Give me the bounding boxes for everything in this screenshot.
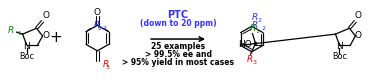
Text: > 99.5% ee and: > 99.5% ee and <box>144 50 212 59</box>
Text: O: O <box>42 11 49 20</box>
Text: Boc: Boc <box>332 52 347 61</box>
Text: R: R <box>102 60 108 69</box>
Text: O: O <box>94 8 101 17</box>
Text: PTC: PTC <box>167 10 189 20</box>
Text: R: R <box>252 13 258 22</box>
Text: N: N <box>23 42 30 51</box>
Text: R: R <box>246 55 253 64</box>
Text: R: R <box>252 21 258 30</box>
Text: O: O <box>42 31 49 40</box>
Text: Boc: Boc <box>19 52 34 61</box>
Text: 2: 2 <box>102 26 107 31</box>
Text: R: R <box>249 24 256 33</box>
Text: R: R <box>94 21 100 30</box>
Text: 1: 1 <box>256 29 259 34</box>
Text: HO: HO <box>238 40 252 49</box>
Text: 1: 1 <box>18 31 22 36</box>
Text: 2: 2 <box>262 26 266 31</box>
Text: 3: 3 <box>105 65 109 70</box>
Text: R: R <box>93 21 99 30</box>
Text: 2: 2 <box>258 18 262 23</box>
Text: > 95% yield in most cases: > 95% yield in most cases <box>122 58 234 67</box>
Text: N: N <box>336 42 343 51</box>
Text: +: + <box>49 30 62 45</box>
Text: O: O <box>355 11 362 20</box>
Text: O: O <box>355 31 362 40</box>
Text: (down to 20 ppm): (down to 20 ppm) <box>140 19 216 28</box>
Text: 2: 2 <box>97 26 101 31</box>
Text: 3: 3 <box>253 60 257 65</box>
Text: R: R <box>8 26 14 35</box>
Text: 25 examples: 25 examples <box>151 42 205 51</box>
